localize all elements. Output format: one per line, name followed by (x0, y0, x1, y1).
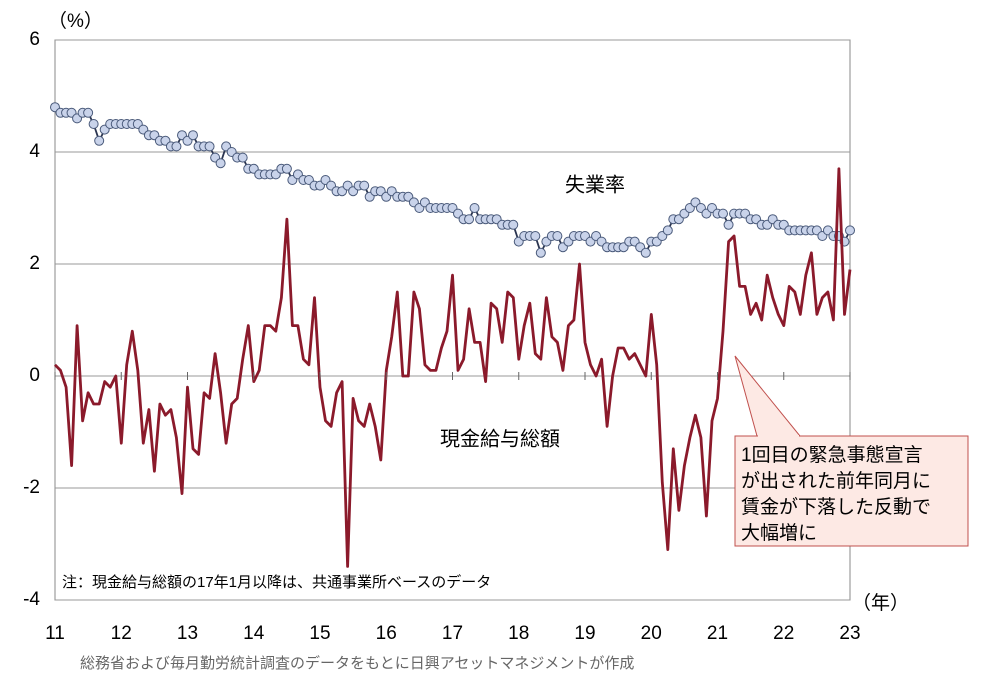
marker (215, 158, 226, 169)
x-tick-label: 11 (45, 623, 65, 644)
x-tick-label: 17 (442, 623, 463, 644)
x-tick-label: 19 (574, 623, 595, 644)
x-tick-label: 18 (508, 623, 529, 644)
note: 注：現金給与総額の17年1月以降は、共通事業所ベースのデータ (62, 573, 491, 591)
x-tick-label: 16 (376, 623, 397, 644)
marker (723, 219, 734, 230)
callout-text: 1回目の緊急事態宣言 (741, 444, 923, 466)
y-tick-label: 4 (29, 141, 40, 162)
callout-text: が出された前年同月に (741, 470, 931, 492)
marker (281, 163, 292, 174)
callout-pointer (734, 355, 802, 437)
y-axis-label: （%） (48, 10, 103, 32)
callout-box (734, 435, 969, 547)
marker (187, 130, 198, 141)
marker (508, 219, 519, 230)
marker (469, 203, 480, 213)
marker (717, 208, 728, 219)
y-tick-label: 0 (29, 365, 40, 386)
marker (88, 119, 99, 129)
marker (94, 135, 105, 146)
annotation: 現金給与総額 (440, 427, 560, 450)
marker (552, 231, 563, 241)
marker (530, 231, 541, 241)
x-tick-label: 21 (707, 623, 728, 644)
y-tick-label: -4 (23, 589, 40, 610)
series-line (54, 167, 852, 568)
callout-text: 賃金が下落した反動で (741, 496, 931, 518)
x-tick-label: 20 (641, 623, 662, 644)
annotation: 失業率 (565, 173, 625, 196)
marker (359, 180, 370, 191)
x-tick-label: 22 (773, 623, 794, 644)
y-tick-label: 6 (29, 29, 40, 50)
marker (171, 141, 182, 152)
x-tick-label: 15 (309, 623, 330, 644)
x-tick-label: 12 (111, 623, 132, 644)
x-axis-label: （年） (852, 592, 909, 614)
source: 総務省および毎月勤労統計調査のデータをもとに日興アセットマネジメントが作成 (80, 654, 634, 672)
marker (83, 107, 94, 118)
callout-text: 大幅増に (741, 522, 817, 544)
x-tick-label: 23 (839, 623, 860, 644)
x-tick-label: 13 (177, 623, 198, 644)
marker (845, 225, 855, 236)
marker (640, 247, 651, 258)
plot-frame (54, 39, 851, 601)
y-tick-label: 2 (29, 253, 40, 274)
x-tick-label: 14 (243, 623, 265, 644)
marker (237, 152, 248, 163)
y-tick-label: -2 (23, 477, 40, 498)
marker (535, 247, 546, 258)
series-line (54, 106, 851, 254)
marker (204, 141, 215, 152)
marker (464, 214, 475, 225)
marker (662, 225, 673, 236)
